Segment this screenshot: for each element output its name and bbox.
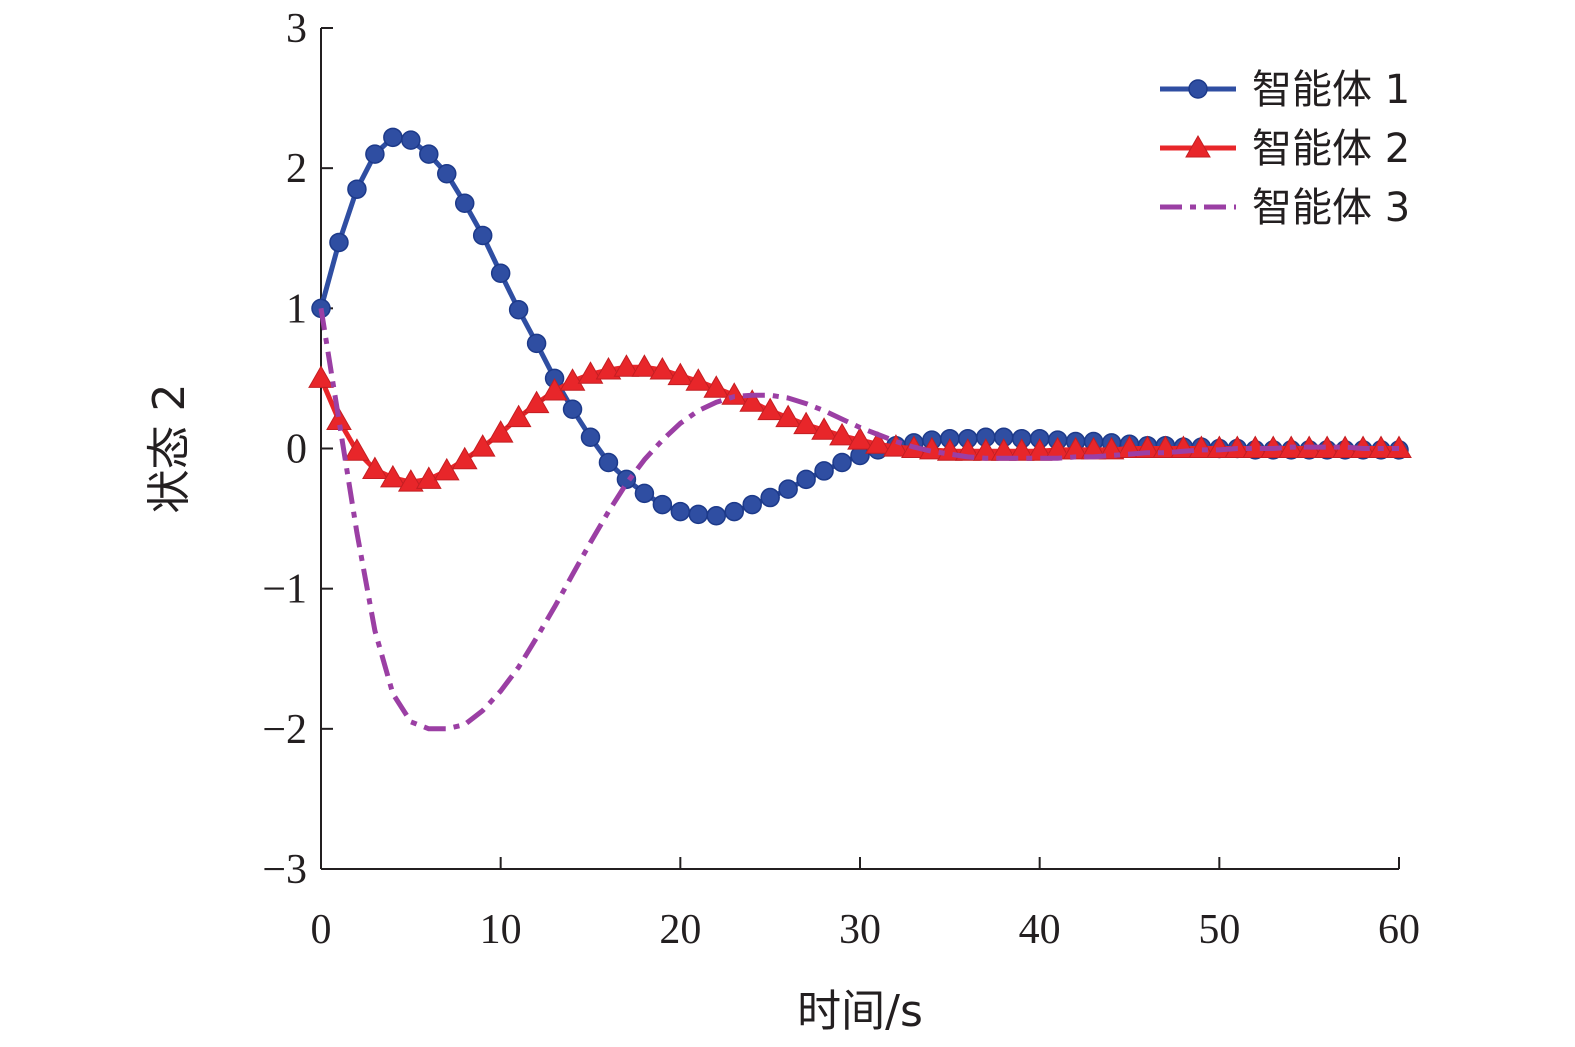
data-point: [469, 434, 496, 457]
data-point: [616, 469, 637, 490]
x-tick-label: 10: [480, 907, 522, 953]
data-point: [667, 362, 694, 386]
data-point: [329, 232, 349, 253]
axes: −3 −2 −1 0 1 2 3 0 10 20 30 40 50 60: [262, 6, 1420, 953]
data-point: [778, 479, 798, 499]
x-tick-label: 40: [1019, 907, 1061, 953]
legend-label: 智能体 1: [1252, 67, 1410, 113]
data-point: [365, 144, 385, 164]
data-point: [793, 411, 819, 435]
x-tick-label: 0: [311, 907, 332, 953]
y-ticks: −3 −2 −1 0 1 2 3: [262, 6, 333, 893]
legend-label: 智能体 2: [1252, 126, 1410, 172]
data-point: [883, 434, 909, 457]
y-tick-label: 2: [286, 146, 307, 192]
data-point: [508, 299, 529, 320]
data-point: [562, 399, 583, 420]
data-point: [580, 427, 601, 448]
data-point: [1185, 134, 1211, 158]
data-point: [1188, 79, 1208, 99]
data-point: [523, 390, 550, 414]
data-point: [1026, 438, 1053, 461]
data-point: [742, 494, 762, 515]
y-tick-label: 1: [286, 286, 307, 332]
y-tick-label: −2: [262, 707, 307, 753]
data-point: [344, 438, 370, 461]
data-point: [526, 333, 547, 354]
data-point: [613, 354, 640, 377]
data-point: [472, 225, 493, 246]
series-1: [311, 127, 1409, 526]
data-point: [706, 506, 727, 526]
data-point: [847, 427, 873, 450]
data-point: [814, 461, 834, 481]
data-point: [721, 382, 748, 405]
y-tick-label: −3: [262, 847, 307, 893]
y-tick-label: −1: [262, 567, 307, 613]
x-ticks: 0 10 20 30 40 50 60: [311, 857, 1420, 953]
data-point: [688, 504, 709, 525]
series-layer: [308, 127, 1412, 732]
data-point: [775, 404, 801, 428]
legend-item: 智能体 2: [1160, 126, 1410, 172]
data-point: [1008, 438, 1035, 461]
data-point: [724, 501, 744, 522]
data-point: [670, 501, 691, 522]
x-axis-title: 时间/s: [797, 986, 923, 1037]
data-point: [760, 487, 780, 508]
data-point: [454, 193, 475, 213]
data-point: [559, 368, 586, 391]
data-point: [739, 389, 766, 412]
x-tick-label: 50: [1198, 907, 1240, 953]
data-point: [595, 356, 622, 380]
data-point: [419, 144, 439, 164]
series-line: [318, 307, 1399, 732]
data-point: [649, 356, 676, 380]
data-point: [347, 179, 367, 199]
data-point: [308, 365, 334, 388]
data-point: [401, 130, 421, 150]
legend-item: 智能体 3: [1160, 185, 1410, 231]
data-point: [685, 368, 712, 391]
data-point: [796, 469, 816, 490]
data-point: [397, 469, 424, 492]
data-point: [505, 404, 532, 428]
legend: 智能体 1 智能体 2 智能体 3: [1160, 67, 1410, 231]
data-point: [451, 446, 478, 470]
data-point: [415, 466, 442, 489]
data-point: [865, 431, 891, 454]
data-point: [634, 483, 655, 504]
x-tick-label: 60: [1378, 907, 1420, 953]
data-point: [832, 452, 852, 473]
data-point: [383, 127, 403, 148]
data-point: [362, 456, 388, 480]
data-point: [490, 263, 511, 284]
x-tick-label: 20: [659, 907, 701, 953]
data-point: [631, 354, 658, 377]
data-point: [598, 452, 619, 473]
y-axis-title: 状态 2: [144, 384, 195, 514]
data-point: [652, 494, 673, 515]
legend-item: 智能体 1: [1160, 67, 1410, 113]
data-point: [437, 164, 457, 184]
series-3: [318, 307, 1399, 732]
legend-label: 智能体 3: [1252, 185, 1410, 231]
data-point: [829, 422, 855, 446]
data-point: [703, 375, 730, 398]
data-point: [487, 420, 514, 443]
data-point: [433, 457, 460, 481]
series-2: [308, 354, 1412, 492]
data-point: [757, 397, 784, 421]
y-tick-label: 3: [286, 6, 307, 52]
x-tick-label: 30: [839, 907, 881, 953]
y-tick-label: 0: [286, 427, 307, 473]
data-point: [811, 417, 837, 440]
data-point: [380, 464, 406, 488]
